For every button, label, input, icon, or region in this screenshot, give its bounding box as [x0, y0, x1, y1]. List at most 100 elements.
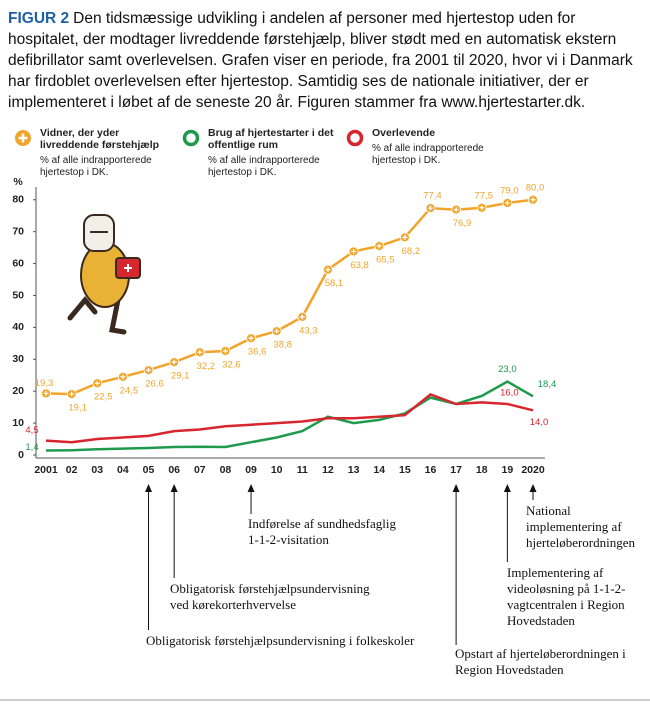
y-tick-label: 50: [12, 289, 24, 301]
annotation-text: Region Hovedstaden: [455, 662, 564, 677]
value-label: 4,5: [25, 425, 38, 436]
y-tick-label: 80: [12, 194, 24, 206]
y-axis-label: %: [13, 176, 23, 188]
point-cross: [120, 374, 126, 380]
annotation-text: Hovedstaden: [507, 613, 575, 628]
x-tick-label: 2001: [34, 464, 58, 476]
y-tick-label: 70: [12, 225, 24, 237]
x-tick-label: 11: [297, 464, 308, 476]
point-cross: [274, 328, 280, 334]
legend-item: Overlevende % af alle indrapporterede hje…: [372, 127, 502, 167]
value-label: 32,2: [197, 361, 216, 372]
x-tick-label: 19: [502, 464, 514, 476]
value-label: 43,3: [299, 325, 318, 336]
value-label: 77,5: [474, 190, 493, 201]
value-label: 23,0: [498, 364, 517, 375]
value-label: 1,4: [25, 442, 38, 453]
annotation-arrowhead: [145, 484, 153, 492]
value-label: 19,3: [35, 378, 54, 389]
value-label: 14,0: [530, 417, 549, 428]
annotation-text: hjerteløberordningen: [526, 535, 636, 550]
series-line: [45, 392, 534, 444]
point-cross: [479, 205, 485, 211]
value-label: 63,8: [350, 260, 369, 271]
annotation-arrowhead: [170, 484, 178, 492]
annotation-text: 1-1-2-visitation: [248, 532, 329, 547]
annotation-text: ved kørekorterhvervelse: [170, 597, 296, 612]
caption: FIGUR 2 Den tidsmæssige udvikling i andel…: [8, 8, 644, 113]
point-cross: [376, 243, 382, 249]
legend-icon: [346, 129, 364, 147]
annotation-text: vagtcentralen i Region: [507, 597, 625, 612]
annotation-text: Obligatorisk førstehjælpsundervisning i …: [146, 633, 415, 648]
annotation-arrowhead: [247, 484, 255, 492]
x-tick-label: 18: [476, 464, 488, 476]
y-tick-label: 0: [18, 449, 24, 461]
y-tick-label: 30: [12, 353, 24, 365]
annotation-text: Opstart af hjerteløberordningen i: [455, 646, 626, 661]
annotation-arrowhead: [503, 484, 511, 492]
value-label: 38,8: [273, 340, 292, 351]
value-label: 18,4: [538, 379, 557, 390]
value-label: 76,9: [453, 218, 472, 229]
x-tick-label: 16: [425, 464, 437, 476]
x-tick-label: 04: [117, 464, 129, 476]
point-cross: [222, 348, 228, 354]
value-label: 65,5: [376, 255, 395, 266]
annotation-text: Indførelse af sundhedsfaglig: [248, 516, 397, 531]
value-label: 80,0: [526, 182, 545, 193]
legend-item: Vidner, der yder livreddende førstehjælp…: [40, 127, 170, 179]
value-label: 36,6: [248, 347, 267, 358]
point-cross: [43, 390, 49, 396]
value-label: 22,5: [94, 392, 113, 403]
annotation-text: Obligatorisk førstehjælpsundervisning: [170, 581, 370, 596]
point-cross: [69, 391, 75, 397]
x-tick-label: 06: [168, 464, 180, 476]
y-tick-label: 60: [12, 257, 24, 269]
legend-note: % af alle indrapporterede hjertestop i D…: [208, 155, 320, 178]
x-tick-label: 08: [220, 464, 232, 476]
point-cross: [351, 248, 357, 254]
value-label: 29,1: [171, 371, 190, 382]
x-tick-label: 03: [91, 464, 103, 476]
x-tick-label: 2020: [521, 464, 545, 476]
annotation-arrowhead: [529, 484, 537, 492]
annotation-arrowhead: [452, 484, 460, 492]
x-tick-label: 10: [271, 464, 283, 476]
point-cross: [299, 314, 305, 320]
point-cross: [504, 200, 510, 206]
value-label: 68,2: [402, 246, 421, 257]
legend-icon: [182, 129, 200, 147]
annotation-text: implementering af: [526, 519, 622, 534]
annotation-text: National: [526, 503, 571, 518]
value-label: 26,6: [145, 379, 164, 390]
y-tick-label: 10: [12, 417, 24, 429]
illustration: [67, 214, 141, 335]
x-tick-label: 05: [143, 464, 155, 476]
legend-note: % af alle indrapporterede hjertestop i D…: [40, 155, 152, 178]
caption-text: Den tidsmæssige udvikling i andelen af p…: [8, 10, 633, 111]
legend-note: % af alle indrapporterede hjertestop i D…: [372, 143, 484, 166]
x-tick-label: 02: [66, 464, 78, 476]
x-tick-label: 09: [245, 464, 257, 476]
annotation-text: Implementering af: [507, 565, 604, 580]
point-cross: [402, 234, 408, 240]
x-tick-label: 15: [399, 464, 411, 476]
point-cross: [325, 267, 331, 273]
value-label: 16,0: [500, 387, 519, 398]
value-label: 24,5: [120, 385, 139, 396]
point-cross: [453, 207, 459, 213]
x-tick-label: 13: [348, 464, 360, 476]
value-label: 19,1: [68, 403, 87, 414]
value-label: 58,1: [325, 278, 344, 289]
annotation-text: videoløsning på 1-1-2-: [507, 581, 625, 596]
x-tick-label: 07: [194, 464, 206, 476]
x-tick-label: 14: [373, 464, 385, 476]
point-cross: [171, 359, 177, 365]
y-tick-label: 40: [12, 321, 24, 333]
legend-name: Brug af hjertestarter i det offentlige r…: [208, 127, 334, 151]
legend-item: Brug af hjertestarter i det offentlige r…: [208, 127, 338, 179]
point-cross: [146, 367, 152, 373]
x-tick-label: 17: [450, 464, 462, 476]
